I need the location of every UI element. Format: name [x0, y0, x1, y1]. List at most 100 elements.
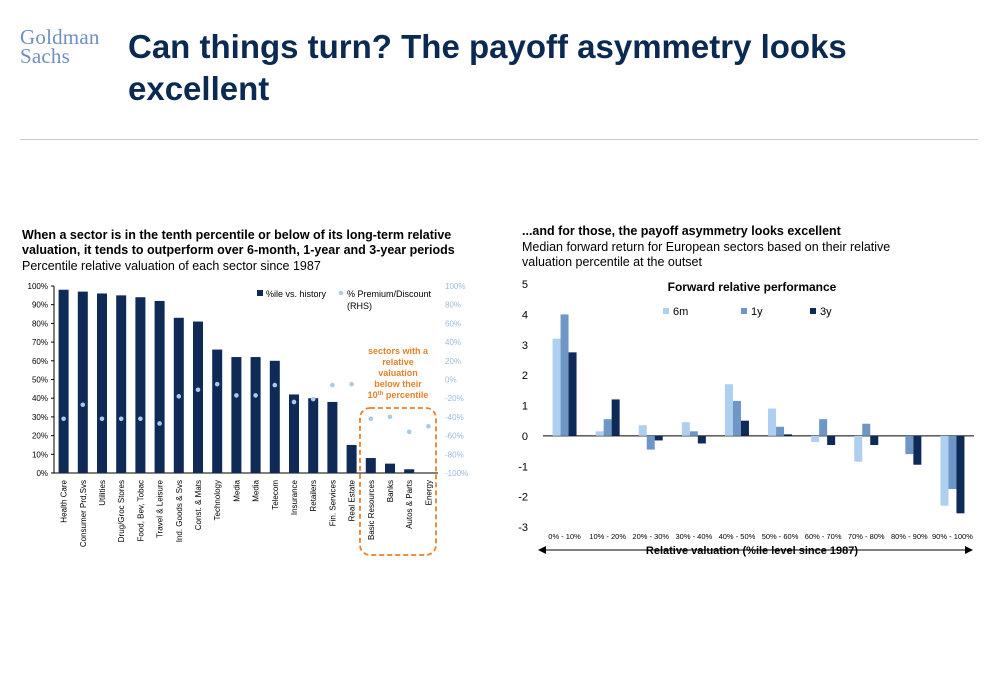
y-tick-label: 5 — [522, 279, 528, 291]
page-title: Can things turn? The payoff asymmetry lo… — [128, 28, 847, 107]
left-tick-label: 0% — [36, 469, 48, 478]
left-tick-label: 50% — [32, 376, 48, 385]
forward-return-bar — [560, 314, 569, 436]
forward-return-bar — [827, 435, 836, 445]
left-tick-label: 90% — [32, 301, 48, 310]
sector-label: Basic Resources — [367, 480, 376, 540]
legend-label-premium-rhs: (RHS) — [347, 301, 372, 311]
forward-return-bar — [603, 419, 612, 436]
logo-line-2: Sachs — [20, 44, 70, 68]
right-chart-title: Forward relative performance — [668, 280, 837, 294]
right-chart-xlabel: Relative valuation (%ile level since 198… — [646, 545, 858, 557]
right-tick-label: -80% — [445, 450, 464, 459]
sector-labels: Health Care Consumer Prd,Svs Utilities Drug… — [60, 479, 434, 547]
sector-label: Media — [252, 479, 261, 501]
sector-label: Technology — [213, 480, 222, 520]
sector-label: Travel & Leisure — [156, 479, 165, 538]
forward-return-bar — [611, 399, 620, 436]
legend-swatch — [663, 308, 669, 314]
legend-swatch-percentile — [257, 290, 263, 296]
percentile-bar — [77, 291, 88, 473]
premium-discount-dot — [426, 423, 431, 429]
forward-return-bars — [552, 314, 965, 514]
bucket-label: 60% - 70% — [805, 532, 842, 541]
percentile-bar — [385, 463, 395, 473]
legend-label-premium: % Premium/Discount — [347, 289, 432, 299]
legend-swatch-premium — [338, 290, 344, 296]
percentile-bar — [231, 357, 242, 473]
right-tick-label: -100% — [445, 469, 468, 478]
logo-line-1: Goldman — [20, 25, 100, 49]
percentile-bar — [404, 469, 415, 473]
forward-return-bar — [768, 408, 777, 436]
legend-swatch — [810, 308, 816, 314]
sector-label: Retailers — [309, 480, 318, 512]
sectors-annotation: sectors with a relative valuation below … — [359, 346, 437, 556]
forward-return-bar — [646, 435, 655, 450]
left-tick-label: 30% — [32, 413, 48, 422]
right-chart-subheading: Median forward return for European secto… — [522, 240, 891, 269]
annotation-line-2: relative — [382, 357, 414, 367]
annotation-line-3: valuation — [378, 368, 418, 378]
y-tick-label: 0 — [522, 431, 528, 443]
y-tick-label: -1 — [518, 461, 528, 473]
arrow-left-icon — [538, 546, 546, 554]
sector-label: Food, Bev, Tobac — [136, 480, 145, 542]
legend-label: 3y — [820, 306, 832, 318]
forward-return-bar — [819, 419, 828, 436]
left-chart-heading: When a sector is in the tenth percentile… — [22, 228, 455, 257]
percentile-bar — [365, 458, 376, 473]
forward-return-bar — [905, 435, 914, 455]
annotation-line-5: 10th percentile — [368, 390, 429, 400]
percentile-bar — [269, 360, 280, 473]
percentile-bar — [346, 444, 357, 473]
premium-discount-dot — [176, 394, 182, 399]
forward-return-bar — [654, 435, 663, 441]
goldman-sachs-logo: Goldman Sachs — [20, 25, 110, 68]
bucket-label: 30% - 40% — [676, 532, 713, 541]
premium-discount-dot — [406, 429, 412, 435]
sector-label: Banks — [386, 480, 395, 502]
bucket-label: 20% - 30% — [632, 532, 669, 541]
legend-label-percentile: %ile vs. history — [266, 289, 327, 299]
premium-discount-dot — [61, 416, 66, 422]
bucket-label: 0% - 10% — [548, 532, 581, 541]
sector-label: Insurance — [290, 479, 299, 515]
percentile-bar — [212, 349, 223, 473]
forward-return-bar — [956, 435, 965, 514]
forward-return-bar — [862, 423, 871, 436]
legend-label: 6m — [673, 306, 688, 318]
y-tick-label: 3 — [522, 340, 528, 352]
premium-discount-dot — [157, 421, 162, 426]
right-tick-label: 40% — [445, 338, 461, 347]
forward-return-bar — [913, 435, 922, 465]
percentile-bar — [289, 394, 299, 473]
left-tick-label: 40% — [32, 394, 48, 403]
premium-discount-dot — [387, 414, 393, 420]
y-tick-label: 2 — [522, 370, 528, 382]
forward-return-bar — [638, 425, 647, 436]
annotation-dashed-box — [359, 407, 437, 556]
sector-label: Real Estate — [348, 479, 357, 521]
y-tick-label: -3 — [518, 522, 528, 534]
forward-return-bar — [784, 434, 793, 436]
sector-label: Utilities — [98, 480, 107, 506]
premium-discount-dot — [272, 382, 278, 388]
right-tick-label: -40% — [445, 413, 464, 422]
arrow-right-icon — [965, 546, 973, 554]
right-tick-label: -20% — [445, 394, 464, 403]
valuation-bucket-labels: 0% - 10% 10% - 20% 20% - 30% 30% - 40% 40% -… — [548, 532, 973, 541]
premium-discount-dot — [349, 381, 354, 387]
left-chart-legend: %ile vs. history % Premium/Discount (RHS… — [257, 289, 432, 311]
forward-return-bar — [740, 420, 749, 436]
right-y-axis: -100% -80% -60% -40% -20% 0% 20% 40% 60% 80% 100% — [445, 282, 468, 478]
right-tick-label: 60% — [445, 319, 461, 328]
left-tick-label: 60% — [32, 357, 48, 366]
premium-discount-dot — [195, 387, 201, 393]
right-tick-label: 20% — [445, 357, 461, 366]
right-chart-legend: 6m 1y 3y — [663, 306, 832, 318]
sector-label: Consumer Prd,Svs — [79, 480, 88, 547]
forward-return-bar — [552, 338, 561, 436]
bucket-label: 50% - 60% — [762, 532, 799, 541]
